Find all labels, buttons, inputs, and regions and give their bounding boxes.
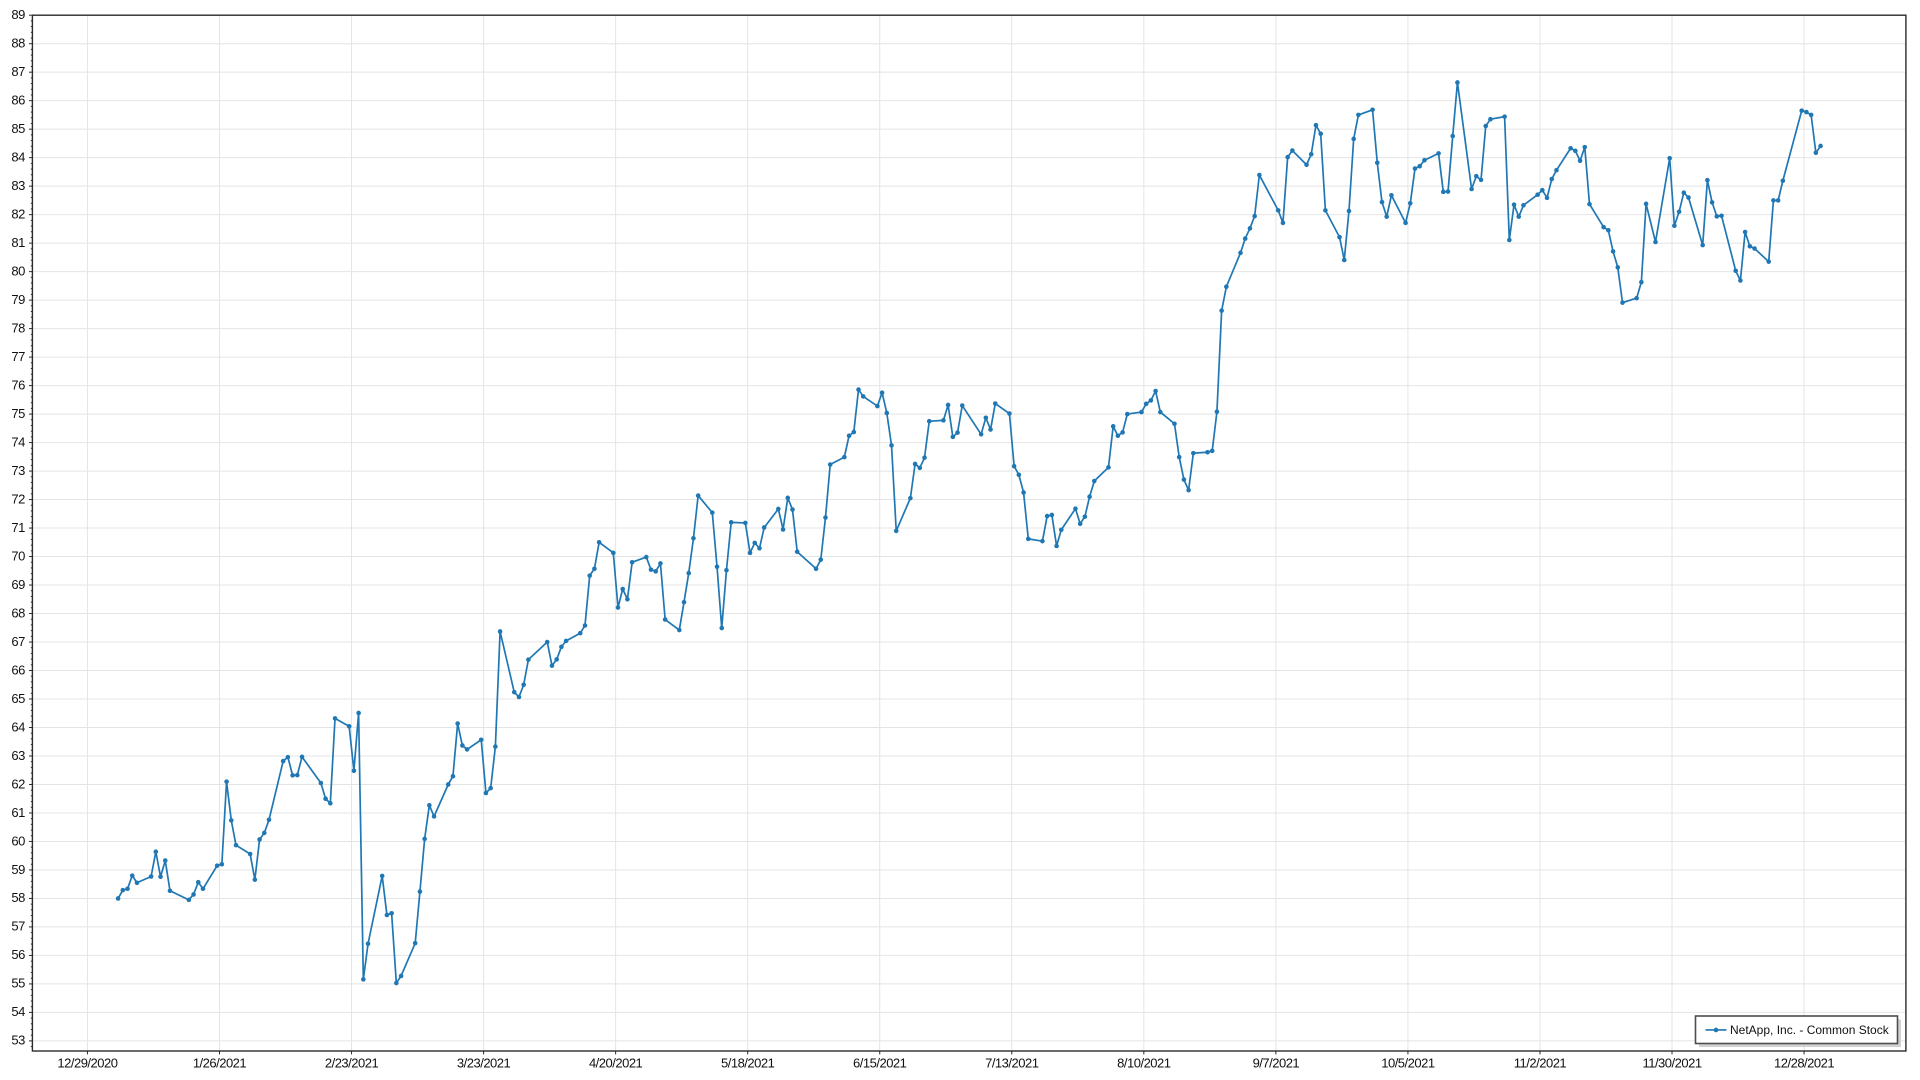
- svg-text:75: 75: [11, 406, 25, 421]
- svg-text:62: 62: [11, 776, 25, 791]
- svg-text:53: 53: [11, 1033, 25, 1048]
- svg-text:2/23/2021: 2/23/2021: [325, 1055, 379, 1070]
- svg-text:7/13/2021: 7/13/2021: [985, 1055, 1039, 1070]
- svg-text:84: 84: [11, 149, 25, 164]
- svg-text:74: 74: [11, 434, 25, 449]
- svg-text:88: 88: [11, 35, 25, 50]
- svg-text:61: 61: [11, 805, 25, 820]
- svg-text:57: 57: [11, 919, 25, 934]
- svg-text:63: 63: [11, 748, 25, 763]
- svg-text:5/18/2021: 5/18/2021: [721, 1055, 775, 1070]
- svg-text:70: 70: [11, 548, 25, 563]
- svg-text:11/2/2021: 11/2/2021: [1514, 1055, 1567, 1070]
- svg-text:9/7/2021: 9/7/2021: [1253, 1055, 1300, 1070]
- svg-text:58: 58: [11, 890, 25, 905]
- svg-text:64: 64: [11, 719, 25, 734]
- svg-text:68: 68: [11, 605, 25, 620]
- svg-text:11/30/2021: 11/30/2021: [1642, 1055, 1701, 1070]
- svg-text:81: 81: [11, 235, 25, 250]
- svg-text:12/29/2020: 12/29/2020: [57, 1055, 117, 1070]
- svg-text:69: 69: [11, 577, 25, 592]
- svg-text:87: 87: [11, 64, 25, 79]
- svg-text:85: 85: [11, 121, 25, 136]
- svg-text:6/15/2021: 6/15/2021: [853, 1055, 907, 1070]
- svg-text:83: 83: [11, 178, 25, 193]
- svg-text:72: 72: [11, 491, 25, 506]
- svg-text:86: 86: [11, 92, 25, 107]
- svg-text:78: 78: [11, 320, 25, 335]
- svg-text:59: 59: [11, 862, 25, 877]
- svg-text:10/5/2021: 10/5/2021: [1381, 1055, 1435, 1070]
- svg-text:55: 55: [11, 976, 25, 991]
- svg-text:12/28/2021: 12/28/2021: [1774, 1055, 1834, 1070]
- svg-text:76: 76: [11, 377, 25, 392]
- svg-text:4/20/2021: 4/20/2021: [589, 1055, 643, 1070]
- svg-text:82: 82: [11, 206, 25, 221]
- svg-text:73: 73: [11, 463, 25, 478]
- svg-text:NetApp, Inc. - Common Stock: NetApp, Inc. - Common Stock: [1730, 1023, 1890, 1037]
- svg-text:67: 67: [11, 634, 25, 649]
- svg-text:71: 71: [11, 520, 25, 535]
- svg-text:89: 89: [11, 7, 25, 22]
- svg-text:65: 65: [11, 691, 25, 706]
- svg-text:79: 79: [11, 292, 25, 307]
- svg-text:77: 77: [11, 349, 25, 364]
- svg-text:8/10/2021: 8/10/2021: [1117, 1055, 1171, 1070]
- svg-text:80: 80: [11, 263, 25, 278]
- svg-text:3/23/2021: 3/23/2021: [457, 1055, 511, 1070]
- svg-text:1/26/2021: 1/26/2021: [193, 1055, 247, 1070]
- svg-text:66: 66: [11, 662, 25, 677]
- svg-text:56: 56: [11, 947, 25, 962]
- svg-text:60: 60: [11, 833, 25, 848]
- svg-text:54: 54: [11, 1004, 25, 1019]
